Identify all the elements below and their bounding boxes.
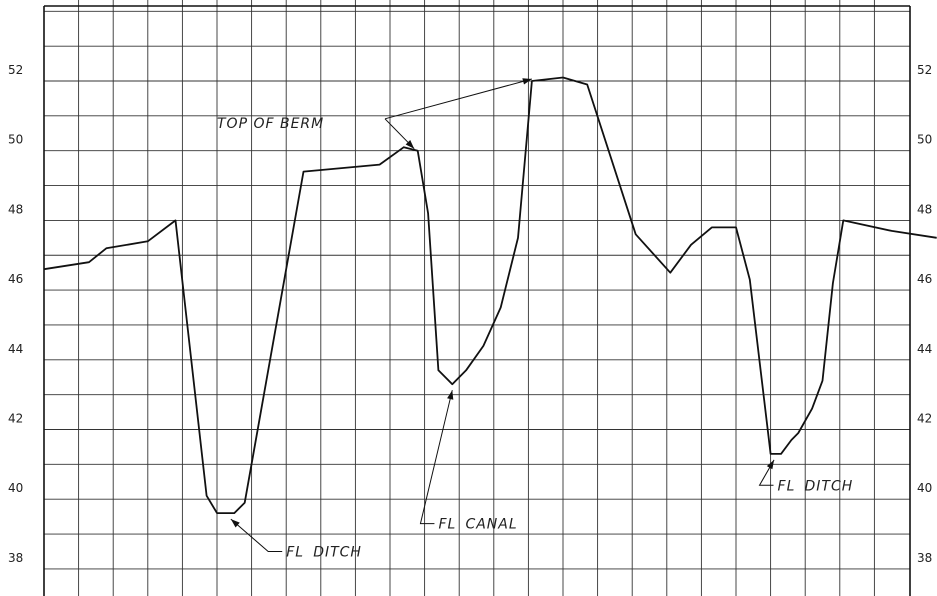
leader-line	[230, 518, 283, 552]
leader-line	[384, 78, 532, 120]
y-tick-labels-left: 38 40 42 44 46 48 50 52	[8, 63, 23, 565]
y-tick-label-right: 40	[917, 481, 932, 495]
y-tick-label-left: 44	[8, 342, 23, 356]
y-tick-label-left: 52	[8, 63, 23, 77]
chart-frame	[43, 5, 911, 596]
arrow-head	[447, 390, 454, 400]
annotation-label: DITCH	[805, 478, 854, 494]
annotation-fl-canal: FL CANAL	[419, 390, 517, 533]
y-tick-label-left: 40	[8, 481, 23, 495]
y-tick-label-right: 44	[917, 342, 932, 356]
y-tick-label-left: 38	[8, 551, 23, 565]
arrow-head	[522, 78, 532, 85]
y-tick-label-left: 48	[8, 202, 23, 216]
y-tick-labels-right: 38 40 42 44 46 48 50 52	[917, 63, 932, 565]
y-tick-label-right: 38	[917, 551, 932, 565]
y-tick-label-left: 46	[8, 272, 23, 286]
annotation-prefix: FL	[438, 517, 456, 533]
arrow-head	[405, 140, 415, 149]
y-tick-label-right: 46	[917, 272, 932, 286]
y-tick-label-right: 52	[917, 63, 932, 77]
y-tick-label-left: 42	[8, 412, 23, 426]
annotation-label: TOP OF BERM	[217, 116, 324, 132]
annotation-label: DITCH	[313, 544, 362, 560]
profile-line	[43, 76, 937, 514]
annotation-prefix: FL	[286, 544, 304, 560]
leader-line	[419, 390, 453, 525]
arrow-head	[230, 519, 240, 528]
annotation-fl-ditch-1: FL DITCH	[230, 518, 362, 560]
grid-horizontal-lines	[44, 10, 910, 570]
y-tick-label-left: 50	[8, 133, 23, 147]
grid-vertical-lines	[78, 0, 875, 596]
ground-profile-series	[43, 76, 937, 514]
arrow-head	[766, 459, 775, 470]
annotations: TOP OF BERM FL DITCH FL CANAL FL DITCH	[217, 78, 854, 560]
y-tick-label-right: 42	[917, 412, 932, 426]
annotation-top-of-berm: TOP OF BERM	[217, 78, 532, 150]
y-tick-label-right: 50	[917, 133, 932, 147]
annotation-label: CANAL	[465, 517, 517, 533]
y-tick-label-right: 48	[917, 202, 932, 216]
annotation-prefix: FL	[778, 478, 796, 494]
leader-line	[758, 459, 775, 486]
annotation-fl-ditch-2: FL DITCH	[758, 459, 854, 494]
